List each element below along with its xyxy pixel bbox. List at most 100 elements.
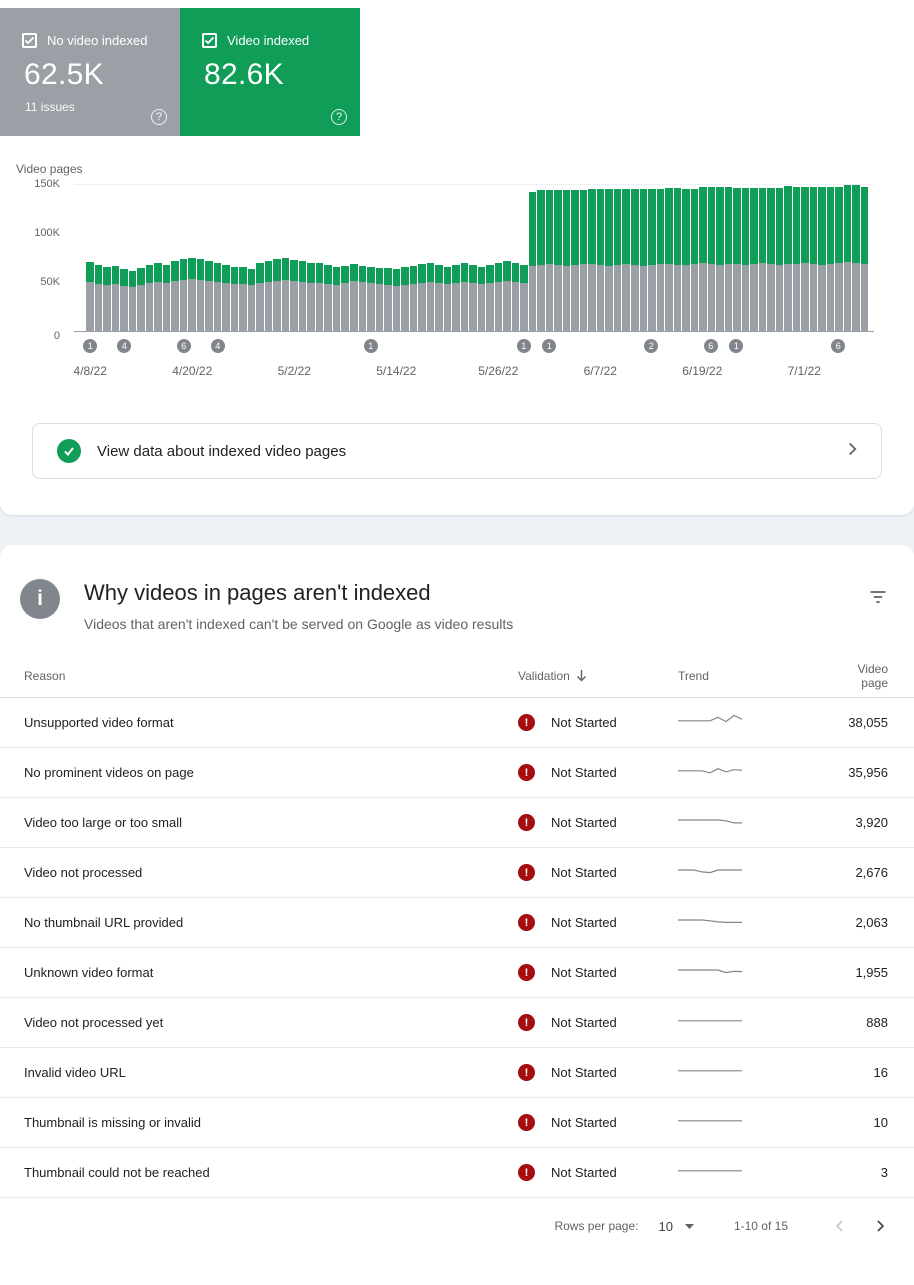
chart-bar [579,190,588,331]
trend-sparkline-svg [678,1170,742,1172]
reason-cell: Thumbnail is missing or invalid [24,1115,202,1130]
chart-bar [162,265,171,331]
chart-bar [503,261,511,331]
trend-sparkline-svg [678,768,743,774]
chart-bar [477,267,486,331]
chart-bar [639,189,648,331]
annotation-marker[interactable]: 6 [831,339,846,353]
annotation-marker[interactable]: 4 [210,339,225,353]
view-indexed-data-banner[interactable]: View data about indexed video pages [32,423,882,479]
trend-sparkline-svg [678,1020,742,1022]
reason-cell: No prominent videos on page [24,765,194,780]
chart-bar [196,259,205,331]
table-row[interactable]: No thumbnail URL provided ! Not Started … [0,898,914,948]
table-row[interactable]: Video too large or too small ! Not Start… [0,798,914,848]
chart-bar [750,188,758,331]
table-row[interactable]: Unsupported video format ! Not Started 3… [0,698,914,748]
annotation-marker[interactable]: 6 [176,339,191,353]
video-page-count: 2,063 [855,915,888,930]
error-exclamation-icon: ! [518,1064,535,1081]
trend-sparkline [678,1012,828,1033]
stat-card-no-video-indexed[interactable]: No video indexed 62.5K 11 issues ? [0,8,180,136]
chart-bar [367,267,375,331]
filter-icon[interactable] [868,587,888,632]
header-reason[interactable]: Reason [24,668,66,683]
checkbox-icon[interactable] [202,33,217,48]
video-page-count: 1,955 [855,965,888,980]
video-page-count: 38,055 [848,715,888,730]
chart-bar [588,189,596,331]
table-row[interactable]: Thumbnail could not be reached ! Not Sta… [0,1148,914,1198]
reason-cell: Video not processed [24,865,143,880]
annotation-marker[interactable]: 2 [644,339,659,353]
chart-bar [137,268,145,331]
video-page-count: 3,920 [855,815,888,830]
trend-sparkline [678,712,828,733]
bar-chart [86,184,869,331]
table-row[interactable]: No prominent videos on page ! Not Starte… [0,748,914,798]
x-tick-label: 6/7/22 [583,364,617,378]
chart-bar [852,185,860,331]
dropdown-caret-icon [684,1223,694,1229]
help-icon[interactable]: ? [331,109,347,125]
header-validation[interactable]: Validation [518,669,678,683]
chart-bar [733,188,741,331]
video-indexing-report-card: No video indexed 62.5K 11 issues ? Video… [0,0,914,515]
previous-page-button[interactable] [830,1216,850,1236]
chart-bar [179,259,188,331]
info-icon: i [20,579,60,619]
y-axis-labels: 150K 100K 50K 0 [16,178,60,342]
chart-bar [435,265,443,331]
table-row[interactable]: Video not processed yet ! Not Started 88… [0,998,914,1048]
validation-cell: ! Not Started [518,814,678,831]
next-page-button[interactable] [870,1216,890,1236]
trend-sparkline-svg [678,819,742,824]
annotation-marker[interactable]: 6 [703,339,718,353]
annotation-marker[interactable]: 4 [117,339,132,353]
why-not-indexed-card: i Why videos in pages aren't indexed Vid… [0,545,914,1285]
video-page-count: 3 [880,1165,888,1180]
table-row[interactable]: Video not processed ! Not Started 2,676 [0,848,914,898]
chart-bar [767,188,775,331]
annotation-marker[interactable]: 1 [516,339,531,353]
chart-bar [554,190,562,331]
chart-bar [520,265,528,331]
x-tick-label: 6/19/22 [682,364,723,378]
chart-bar [290,260,298,331]
annotation-marker[interactable]: 1 [729,339,744,353]
chart-bar [128,271,137,331]
validation-cell: ! Not Started [518,914,678,931]
annotation-marker[interactable]: 1 [83,339,98,353]
annotation-marker[interactable]: 1 [542,339,557,353]
checkbox-icon[interactable] [22,33,37,48]
table-footer: Rows per page: 10 1-10 of 15 [0,1198,914,1254]
chart-bar [205,261,213,331]
trend-sparkline [678,912,828,933]
chart-bar [103,267,111,331]
error-exclamation-icon: ! [518,964,535,981]
help-icon[interactable]: ? [151,109,167,125]
trend-sparkline-svg [678,919,742,923]
chart-bar [486,265,494,331]
chart-bar [384,268,392,331]
annotation-marker[interactable]: 1 [363,339,378,353]
table-row[interactable]: Thumbnail is missing or invalid ! Not St… [0,1098,914,1148]
chart-bar [826,187,835,331]
chart-bar [409,266,418,331]
chart-bar [281,258,290,331]
header-trend[interactable]: Trend [678,668,709,683]
table-row[interactable]: Unknown video format ! Not Started 1,955 [0,948,914,998]
table-row[interactable]: Invalid video URL ! Not Started 16 [0,1048,914,1098]
stat-label: No video indexed [47,33,148,48]
header-video-page[interactable]: Video page [857,661,888,690]
x-tick-label: 7/1/22 [787,364,821,378]
section-subtitle: Videos that aren't indexed can't be serv… [84,616,514,632]
trend-sparkline [678,1062,828,1083]
chart-bar [239,267,247,331]
chart-bar [401,267,409,331]
chart-bar [648,189,656,331]
rows-per-page-select[interactable]: 10 [658,1219,694,1234]
stat-card-video-indexed[interactable]: Video indexed 82.6K ? [180,8,360,136]
chart-bar [349,264,358,331]
